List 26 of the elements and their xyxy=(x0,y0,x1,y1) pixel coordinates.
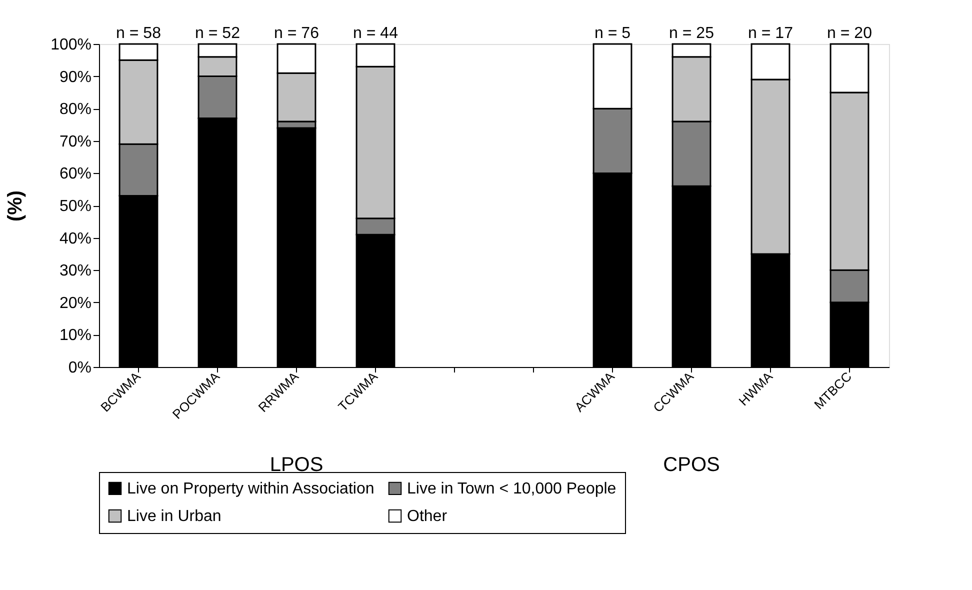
y-tick-label: 80% xyxy=(59,101,92,118)
legend-label: Live in Urban xyxy=(127,508,222,525)
y-tick-label: 20% xyxy=(59,294,92,312)
text: n = 52 xyxy=(195,25,240,42)
text: n = 20 xyxy=(827,25,872,42)
text: LPOS xyxy=(270,454,324,476)
y-tick-label: 40% xyxy=(59,230,92,248)
text: CPOS xyxy=(663,454,720,476)
y-tick-label: 90% xyxy=(59,68,92,86)
y-tick-label: 0% xyxy=(68,360,92,376)
y-tick-label: 100% xyxy=(50,36,92,54)
y-axis-title: (%) xyxy=(4,190,27,222)
text: n = 58 xyxy=(116,25,162,42)
y-tick-label: 30% xyxy=(59,262,92,280)
y-tick-label: 60% xyxy=(59,166,92,183)
y-tick-label: 50% xyxy=(59,198,92,215)
y-tick-label: 10% xyxy=(59,327,92,344)
legend-label: Live in Town < 10,000 People xyxy=(407,480,616,498)
text: n = 25 xyxy=(669,25,714,42)
text: n = 76 xyxy=(274,25,320,42)
text: n = 44 xyxy=(353,25,398,42)
y-tick-label: 70% xyxy=(59,133,92,150)
legend-label: Live on Property within Association xyxy=(127,480,374,498)
text: n = 17 xyxy=(748,25,794,42)
text: n = 5 xyxy=(594,25,631,42)
legend-label: Other xyxy=(407,508,448,525)
